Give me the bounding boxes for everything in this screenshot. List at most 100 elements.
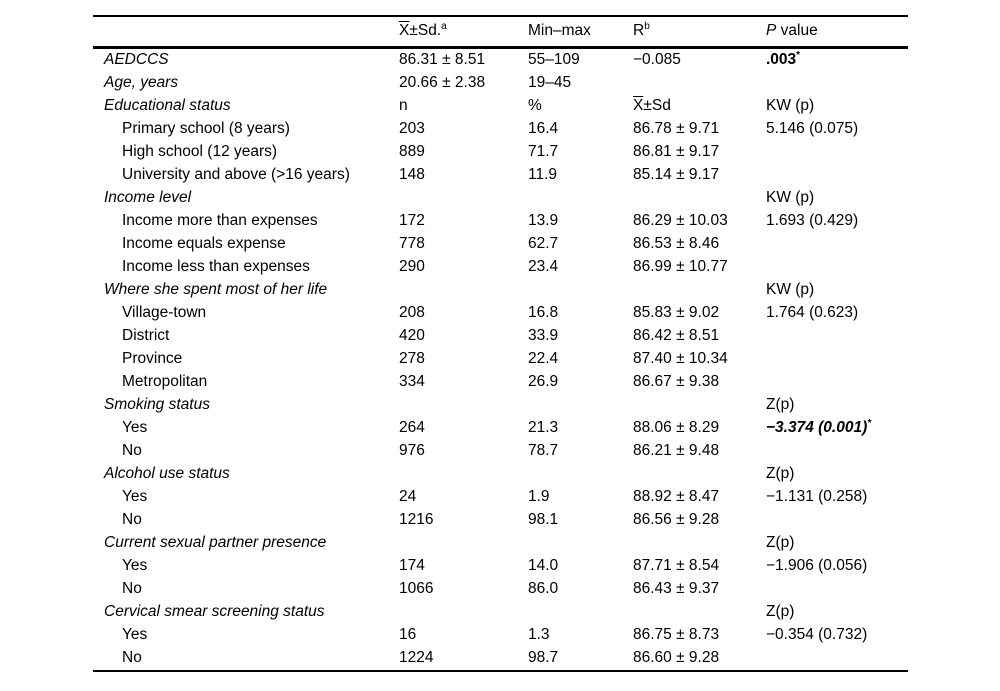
row-label: Income level [104,189,192,207]
cell-r: 86.78 ± 9.71 [633,120,720,138]
row-label: Cervical smear screening status [104,603,325,621]
row-label: Current sexual partner presence [104,534,327,552]
table-row: Yes 16 1.3 86.75 ± 8.73 −0.354 (0.732) [93,624,908,647]
cell-mean-sd: 148 [399,166,425,184]
row-label: AEDCCS [104,51,169,69]
cell-r: 86.42 ± 8.51 [633,327,720,345]
cell-mean-sd: 86.31 ± 8.51 [399,51,486,69]
cell-p-value [766,233,908,256]
cell-r: 86.56 ± 9.28 [633,511,720,529]
cell-r: 85.83 ± 9.02 [633,304,720,322]
row-label: Yes [122,557,148,575]
cell-r: 88.92 ± 8.47 [633,488,720,506]
table-row: Income equals expense 778 62.7 86.53 ± 8.46 [93,233,908,256]
table-row: High school (12 years) 889 71.7 86.81 ± 9.1… [93,141,908,164]
cell-p-value: Z(p) [766,534,795,552]
cell-mean-sd: 889 [399,143,425,161]
cell-min-max: 55–109 [528,51,580,69]
row-label: Province [122,350,183,368]
table-row: Income level KW (p) [93,187,908,210]
cell-r [633,601,766,624]
row-label: No [122,442,142,460]
cell-min-max: 62.7 [528,235,559,253]
cell-r: 86.53 ± 8.46 [633,235,720,253]
cell-r [633,72,766,95]
table-row: Where she spent most of her life KW (p) [93,279,908,302]
cell-min-max [528,463,633,486]
cell-p-value: −1.131 (0.258) [766,488,868,506]
row-label: No [122,649,142,667]
header-p-italic: P [766,22,777,40]
cell-min-max: 86.0 [528,580,559,598]
cell-mean-sd: n [399,97,408,115]
cell-mean-sd: 1216 [399,511,434,529]
xbar-symbol: X [399,22,410,40]
cell-r: 86.60 ± 9.28 [633,649,720,667]
header-p-value: P value [766,16,908,47]
cell-mean-sd [399,187,528,210]
cell-mean-sd: 174 [399,557,425,575]
cell-min-max: 1.3 [528,626,550,644]
cell-r: 86.21 ± 9.48 [633,442,720,460]
cell-r: 86.99 ± 10.77 [633,258,728,276]
cell-mean-sd: 290 [399,258,425,276]
header-mean-sd-text: ±Sd. [409,22,442,40]
cell-p-value: 5.146 (0.075) [766,120,859,138]
cell-mean-sd: 24 [399,488,417,506]
table-row: Province 278 22.4 87.40 ± 10.34 [93,348,908,371]
cell-r: −0.085 [633,51,681,69]
cell-mean-sd: 420 [399,327,425,345]
cell-mean-sd: 334 [399,373,425,391]
cell-r: 86.29 ± 10.03 [633,212,728,230]
xbar-symbol: X [633,97,644,115]
cell-p-value: KW (p) [766,189,815,207]
cell-r [633,187,766,210]
cell-min-max: 14.0 [528,557,559,575]
row-label: Primary school (8 years) [122,120,290,138]
cell-r: 86.43 ± 9.37 [633,580,720,598]
cell-min-max [528,532,633,555]
header-min-max: Min–max [528,22,591,40]
cell-p-value [766,325,908,348]
cell-p-value: KW (p) [766,281,815,299]
cell-min-max: 98.1 [528,511,559,529]
cell-r [633,532,766,555]
cell-mean-sd [399,394,528,417]
cell-min-max [528,279,633,302]
cell-r: 85.14 ± 9.17 [633,166,720,184]
statistics-table: X±Sd.a Min–max Rb P value AEDCCS 86.31 ± … [93,15,908,672]
cell-min-max [528,394,633,417]
cell-min-max: 19–45 [528,74,572,92]
cell-mean-sd: 778 [399,235,425,253]
cell-p-value [766,164,908,187]
row-label: Metropolitan [122,373,208,391]
row-label: Educational status [104,97,231,115]
header-r-text: R [633,22,645,40]
cell-p-value: Z(p) [766,465,795,483]
cell-p-value [766,440,908,463]
cell-min-max: 13.9 [528,212,559,230]
table-row: Metropolitan 334 26.9 86.67 ± 9.38 [93,371,908,394]
cell-p-value: 1.693 (0.429) [766,212,859,230]
row-label: Alcohol use status [104,465,230,483]
table-row: Educational status n% X±Sd KW (p) [93,95,908,118]
row-label: Smoking status [104,396,210,414]
header-mean-sd: X±Sd.a [399,16,528,47]
row-label: District [122,327,170,345]
footnote-marker-a: a [441,21,447,33]
cell-min-max: 23.4 [528,258,559,276]
cell-min-max: % [528,97,542,115]
cell-r: 86.75 ± 8.73 [633,626,720,644]
table-row: Age, years 20.66 ± 2.38 19–45 [93,72,908,95]
cell-min-max: 1.9 [528,488,550,506]
cell-mean-sd [399,279,528,302]
cell-min-max: 71.7 [528,143,559,161]
cell-r: 87.71 ± 8.54 [633,557,720,575]
row-label: Yes [122,626,148,644]
row-label: Yes [122,488,148,506]
table-row: University and above (>16 years) 148 11.9 8… [93,164,908,187]
table-row: No 976 78.7 86.21 ± 9.48 [93,440,908,463]
table-row: Yes 24 1.9 88.92 ± 8.47 −1.131 (0.258) [93,486,908,509]
cell-mean-sd: 264 [399,419,425,437]
